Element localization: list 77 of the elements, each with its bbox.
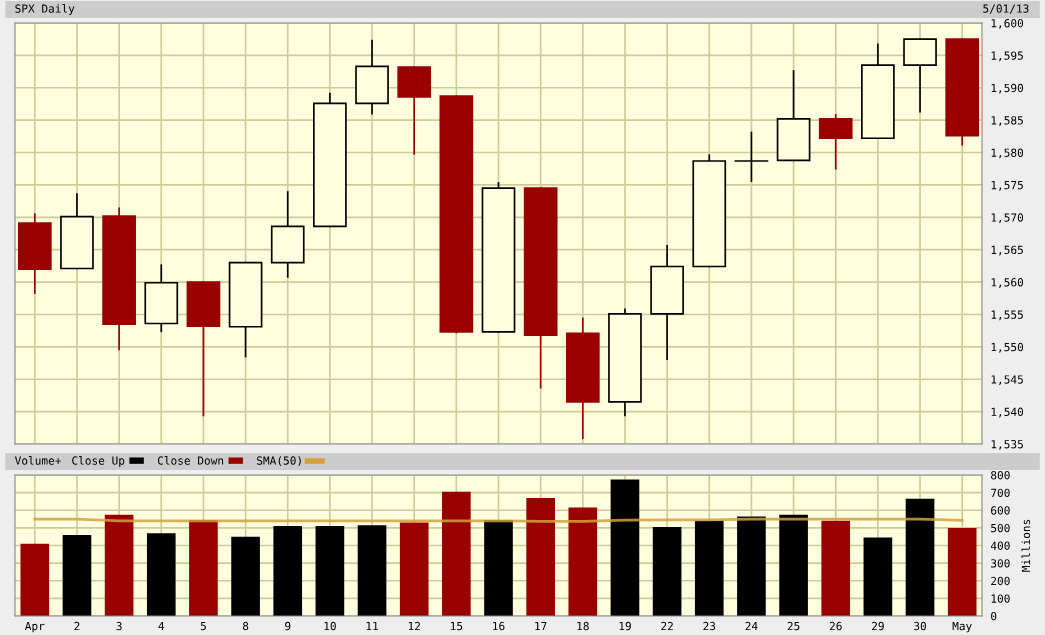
y-tick-label: 600 [991, 506, 1010, 515]
y-tick-label: 500 [991, 523, 1010, 533]
y-tick-label: 1,575 [991, 181, 1023, 191]
x-tick-label: 10 [324, 621, 336, 631]
x-tick-label: Apr [24, 621, 45, 633]
bar [484, 519, 513, 616]
x-tick-label: 17 [535, 621, 547, 631]
text: 5/01/13 [983, 4, 1029, 14]
y-tick-label: 400 [990, 541, 1010, 550]
y-tick-label: 1,590 [991, 83, 1024, 94]
y-tick-label: 300 [991, 559, 1010, 568]
x-tick-label: 11 [366, 621, 378, 631]
y-tick-label: 100 [991, 594, 1010, 603]
chart-title: Volume+ [14, 456, 61, 465]
x-tick-label: 3 [116, 621, 122, 631]
y-tick-label: 1,550 [991, 342, 1024, 353]
x-tick-label: 9 [285, 621, 291, 631]
bar [399, 522, 429, 616]
x-tick-label: 18 [577, 621, 589, 631]
x-tick-label: 23 [703, 621, 716, 631]
bar [694, 520, 724, 616]
y-tick-label: 0 [991, 612, 997, 621]
y-tick-label: 800 [991, 471, 1010, 480]
y-tick-label: 1,580 [991, 148, 1024, 159]
y-tick-label: 200 [991, 576, 1010, 586]
x-tick-label: 19 [619, 621, 631, 631]
bar [737, 516, 766, 616]
bar [821, 520, 851, 616]
x-tick-label: 22 [661, 621, 673, 631]
bar [357, 525, 387, 616]
bar [62, 534, 92, 616]
legend-label: Close Up [72, 456, 125, 467]
bar [652, 526, 682, 616]
x-tick-label: 29 [872, 621, 884, 631]
x-tick-label: 26 [829, 621, 842, 631]
bar [273, 526, 303, 616]
y-tick-label: 1,600 [991, 19, 1024, 29]
bar [905, 498, 935, 616]
y-tick-label: 1,555 [991, 310, 1023, 321]
x-tick-label: 24 [745, 621, 758, 631]
bar [104, 514, 134, 616]
x-tick-label: 25 [787, 621, 800, 631]
bar [568, 507, 598, 616]
x-tick-label: 15 [450, 621, 463, 631]
y-tick-label: 700 [991, 488, 1010, 498]
bar [526, 497, 555, 616]
x-tick-label: May [952, 621, 972, 633]
bar [947, 527, 977, 616]
y-axis-title: Millions [1021, 519, 1031, 572]
candlestick [734, 131, 769, 182]
legend-label: SMA(50) [257, 456, 301, 467]
x-tick-label: 16 [493, 621, 505, 631]
y-tick-label: 1,535 [991, 440, 1023, 450]
y-tick-label: 1,540 [991, 407, 1024, 418]
x-tick-label: 12 [408, 621, 420, 631]
y-tick-label: 1,565 [991, 245, 1023, 256]
y-tick-label: 1,560 [991, 278, 1024, 288]
bar [610, 479, 640, 616]
bar [189, 519, 218, 616]
x-tick-label: 8 [242, 621, 249, 631]
bar [779, 514, 808, 616]
x-tick-label: 5 [200, 621, 206, 631]
legend-label: Close Down [157, 456, 224, 465]
x-tick-label: 4 [158, 621, 165, 631]
bar [231, 536, 260, 616]
y-tick-label: 1,545 [991, 375, 1023, 386]
x-tick-label: 30 [914, 621, 926, 631]
bar [863, 537, 893, 616]
bar [442, 491, 471, 616]
bar [20, 543, 50, 616]
x-tick-label: 2 [74, 621, 80, 631]
y-tick-label: 1,595 [991, 51, 1023, 62]
bar [146, 533, 176, 616]
y-tick-label: 1,570 [991, 213, 1024, 224]
chart-title: SPX Daily [15, 4, 75, 15]
y-tick-label: 1,585 [991, 116, 1023, 126]
bar [315, 526, 345, 616]
